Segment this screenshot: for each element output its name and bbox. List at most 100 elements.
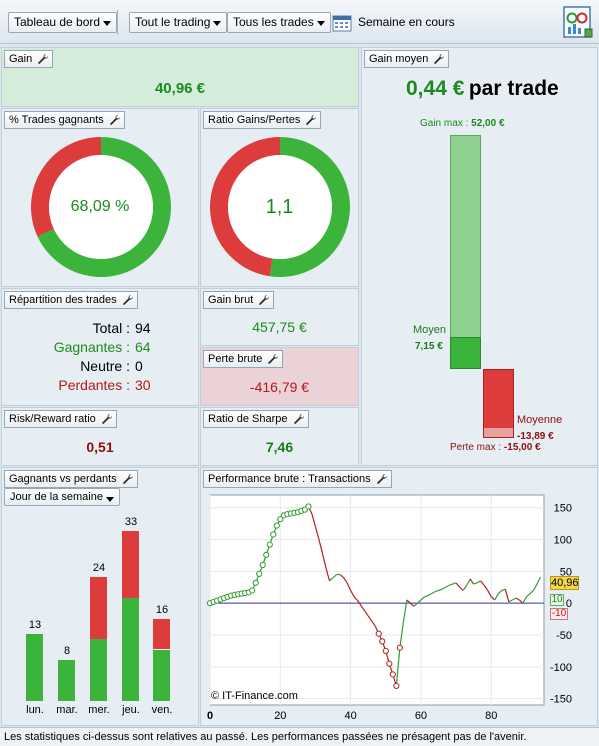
moyen-gain-bar <box>450 337 481 369</box>
repartition-values: 94 64 0 30 <box>135 319 151 395</box>
performance-title[interactable]: Performance brute : Transactions <box>203 470 392 488</box>
x-tick-label: 20 <box>274 710 286 722</box>
data-point <box>375 630 382 637</box>
data-point <box>266 541 273 548</box>
series-segment <box>518 599 524 604</box>
gain-brut-panel: Gain brut 457,75 € <box>200 288 359 346</box>
disclaimer-footer: Les statistiques ci-dessus sont relative… <box>0 727 599 746</box>
gain-moyen-title[interactable]: Gain moyen <box>364 50 450 68</box>
series-segment <box>325 568 331 582</box>
plot-area <box>209 494 545 706</box>
wrench-icon[interactable] <box>305 114 317 126</box>
x-tick-label: 80 <box>485 710 497 722</box>
data-point <box>277 516 284 523</box>
toolbar: Tableau de bord Tout le trading Tous les… <box>0 0 599 44</box>
gagnants-perdants-title-label: Gagnants vs perdants <box>9 473 117 485</box>
risk-reward-value: 0,51 <box>86 439 114 455</box>
y-tick-label: 0 <box>566 598 572 610</box>
wrench-icon[interactable] <box>122 294 134 306</box>
gain-max-text: Gain max : <box>420 118 469 129</box>
gain-moyen-headline: 0,44 € par trade <box>406 77 559 101</box>
repartition-title[interactable]: Répartition des trades <box>4 291 138 309</box>
series-segment <box>413 602 418 607</box>
gain-max-value: 52,00 € <box>471 118 505 129</box>
gain-title[interactable]: Gain <box>4 50 54 68</box>
trades-filter-dropdown[interactable]: Tous les trades <box>227 12 331 33</box>
y-tick-label: -100 <box>550 662 572 674</box>
series-segment <box>371 620 376 627</box>
series-segment <box>455 582 461 588</box>
series-segment <box>420 596 425 601</box>
wrench-icon[interactable] <box>433 53 445 65</box>
moyen-value: 7,15 € <box>415 341 443 352</box>
gain-title-label: Gain <box>9 53 33 65</box>
donut-slice-pertes <box>210 137 280 277</box>
perdantes-value: 30 <box>135 377 151 393</box>
data-point <box>396 644 403 651</box>
risk-reward-title-label: Risk/Reward ratio <box>9 413 96 425</box>
perte-brute-title[interactable]: Perte brute <box>203 350 284 368</box>
calendar-icon[interactable] <box>332 13 352 32</box>
neutre-value: 0 <box>135 358 143 374</box>
bar-perdants-ven <box>153 618 170 650</box>
series-segment <box>448 583 453 586</box>
trades-gagnants-title[interactable]: % Trades gagnants <box>4 111 125 129</box>
series-segment <box>332 574 337 579</box>
gain-brut-value: 457,75 € <box>252 319 307 335</box>
wrench-icon[interactable] <box>376 473 388 485</box>
series-segment <box>417 599 422 604</box>
weekday-bar-chart: 13 lun. 8 mar. 24 mer. 33 jeu. 16 ven. <box>2 468 198 725</box>
sharpe-title[interactable]: Ratio de Sharpe <box>203 410 309 428</box>
bar-category-label: lun. <box>26 704 44 716</box>
trading-filter-dropdown[interactable]: Tout le trading <box>129 12 228 33</box>
y-tick-label: 100 <box>554 535 572 547</box>
performance-title-label: Performance brute : Transactions <box>208 473 371 485</box>
wrench-icon[interactable] <box>258 294 270 306</box>
moyenne-value: -13,89 € <box>517 431 554 442</box>
wrench-icon[interactable] <box>122 473 134 485</box>
wrench-icon[interactable] <box>293 413 305 425</box>
data-point <box>305 503 312 510</box>
perdantes-label: Perdantes : <box>58 377 130 393</box>
gagnants-perdants-title[interactable]: Gagnants vs perdants <box>4 470 138 488</box>
donut-slice-perdants <box>31 137 102 237</box>
ratio-gains-title[interactable]: Ratio Gains/Pertes <box>203 111 322 129</box>
series-segment <box>473 582 478 585</box>
day-selector-dropdown[interactable]: Jour de la semaine <box>4 488 120 506</box>
data-point <box>252 579 259 586</box>
dashboard-dropdown[interactable]: Tableau de bord <box>8 12 118 33</box>
risk-reward-title[interactable]: Risk/Reward ratio <box>4 410 117 428</box>
bar-total-label: 33 <box>124 516 138 529</box>
bar-category-label: jeu. <box>122 704 140 716</box>
series-segment <box>311 513 317 527</box>
moyenne-perte-bar <box>484 428 513 437</box>
wrench-icon[interactable] <box>267 353 279 365</box>
gain-brut-title[interactable]: Gain brut <box>203 291 275 309</box>
bar-total-label: 16 <box>155 603 169 616</box>
wrench-icon[interactable] <box>37 53 49 65</box>
series-segment <box>424 594 429 598</box>
performance-panel: Performance brute : Transactions 0 20 40 60… <box>200 467 598 726</box>
series-segment <box>395 647 401 686</box>
series-segment <box>445 584 450 588</box>
current-value-badge: 40,96 <box>550 576 579 590</box>
trades-gagnants-value: 68,09 % <box>70 198 130 215</box>
wrench-icon[interactable] <box>101 413 113 425</box>
series-segment <box>483 585 489 591</box>
report-settings-icon[interactable] <box>562 5 594 39</box>
period-label[interactable]: Semaine en cours <box>358 15 455 29</box>
perte-brute-panel: Perte brute -416,79 € <box>200 347 359 406</box>
ratio-gains-value: 1,1 <box>265 196 294 218</box>
series-segment <box>431 591 436 595</box>
gain-max-bar <box>450 135 481 369</box>
series-segment <box>515 597 520 601</box>
sharpe-panel: Ratio de Sharpe 7,46 <box>200 407 359 466</box>
data-point <box>263 551 270 558</box>
wrench-icon[interactable] <box>109 114 121 126</box>
series-segment <box>494 593 499 601</box>
series-segment <box>367 615 373 622</box>
series-segment <box>321 553 327 569</box>
watermark: © IT-Finance.com <box>211 690 298 702</box>
perte-max-text: Perte max : <box>450 442 502 453</box>
x-tick-label: 0 <box>207 710 213 722</box>
